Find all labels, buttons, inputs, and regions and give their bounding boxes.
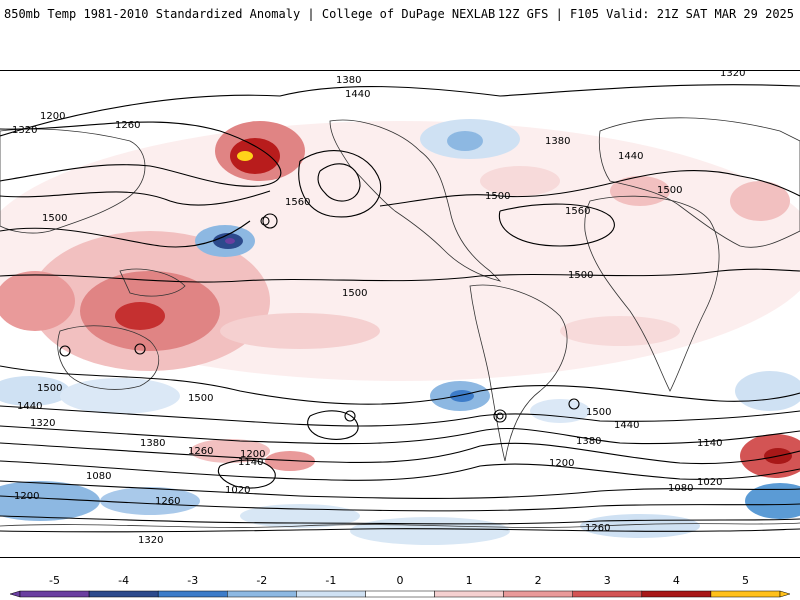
model-run-info: 12Z GFS | F105 Valid: 21Z SAT MAR 29 202…	[497, 7, 794, 21]
contour-label: 1140	[697, 438, 722, 449]
contour-label: 1020	[697, 477, 722, 488]
contour-label: 1020	[225, 485, 250, 496]
contour-label: 1260	[585, 523, 610, 534]
colorbar-segment	[157, 590, 228, 598]
colorbar-tick-label: -3	[187, 574, 199, 587]
colorbar-segment	[296, 590, 366, 598]
contour-label: 1200	[40, 111, 65, 122]
contour-label: 1440	[345, 89, 370, 100]
map-title: 850mb Temp 1981-2010 Standardized Anomal…	[4, 7, 496, 21]
contour-labels: 1380 1320 1440 1200 1260 1500 1560 1320 …	[12, 71, 745, 546]
colorbar-segment	[503, 590, 573, 598]
contour-label: 1440	[614, 420, 639, 431]
contour-label: 1380	[336, 75, 361, 86]
contour-label: 1260	[155, 496, 180, 507]
colorbar-segment	[434, 590, 504, 598]
contour-label: 1500	[188, 393, 213, 404]
colorbar-segment	[227, 590, 297, 598]
colorbar-tick-label: -1	[325, 574, 337, 587]
colorbar-segment	[710, 590, 781, 598]
contour-label: 1500	[586, 407, 611, 418]
continent-outlines	[0, 117, 800, 528]
colorbar-tick-label: 2	[534, 574, 542, 587]
colorbar-tick-label: -4	[118, 574, 130, 587]
contour-label: 1440	[618, 151, 643, 162]
contour-label: 1200	[549, 458, 574, 469]
colorbar-tick-label: -5	[49, 574, 61, 587]
contour-label: 1560	[285, 197, 310, 208]
contour-label: 1500	[342, 288, 367, 299]
colorbar-tick-label: 1	[465, 574, 473, 587]
colorbar-low-arrow	[10, 590, 21, 598]
contour-label: 1500	[568, 270, 593, 281]
contour-label: 1260	[188, 446, 213, 457]
anomaly-map[interactable]: 1380 1320 1440 1200 1260 1500 1560 1320 …	[0, 70, 800, 558]
colorbar-tick-label: 5	[741, 574, 749, 587]
colorbar-segment	[572, 590, 643, 598]
contour-label: 1560	[565, 206, 590, 217]
contour-label: 1080	[668, 483, 693, 494]
colorbar-tick-label: -2	[256, 574, 268, 587]
contour-label: 1500	[657, 185, 682, 196]
contour-label: 1320	[30, 418, 55, 429]
colorbar-tick-label: 0	[396, 574, 404, 587]
anomaly-colorbar	[10, 573, 790, 600]
map-canvas: 1380 1320 1440 1200 1260 1500 1560 1320 …	[0, 71, 800, 557]
contour-label: 1200	[240, 449, 265, 460]
contour-label: 1440	[17, 401, 42, 412]
contour-label: 1500	[485, 191, 510, 202]
colorbar-tick-label: 3	[603, 574, 611, 587]
map-header: 850mb Temp 1981-2010 Standardized Anomal…	[0, 0, 800, 30]
contour-label: 1380	[545, 136, 570, 147]
colorbar-segment	[641, 590, 712, 598]
colorbar-tick-label: 4	[672, 574, 680, 587]
contour-label: 1080	[86, 471, 111, 482]
colorbar-high-arrow	[779, 590, 790, 598]
contour-label: 1320	[12, 125, 37, 136]
contour-label: 1500	[42, 213, 67, 224]
contour-label: 1320	[138, 535, 163, 546]
contour-label: 1380	[140, 438, 165, 449]
contour-label: 1320	[720, 71, 745, 79]
contour-label: 1140	[238, 457, 263, 468]
colorbar-segment	[365, 590, 435, 598]
colorbar-segment	[19, 590, 90, 598]
contour-label: 1380	[576, 436, 601, 447]
height-contours	[0, 84, 800, 533]
contour-label: 1500	[37, 383, 62, 394]
contour-label: 1200	[14, 491, 39, 502]
colorbar-segments	[10, 590, 790, 598]
colorbar-segment	[88, 590, 159, 598]
contour-label: 1260	[115, 120, 140, 131]
